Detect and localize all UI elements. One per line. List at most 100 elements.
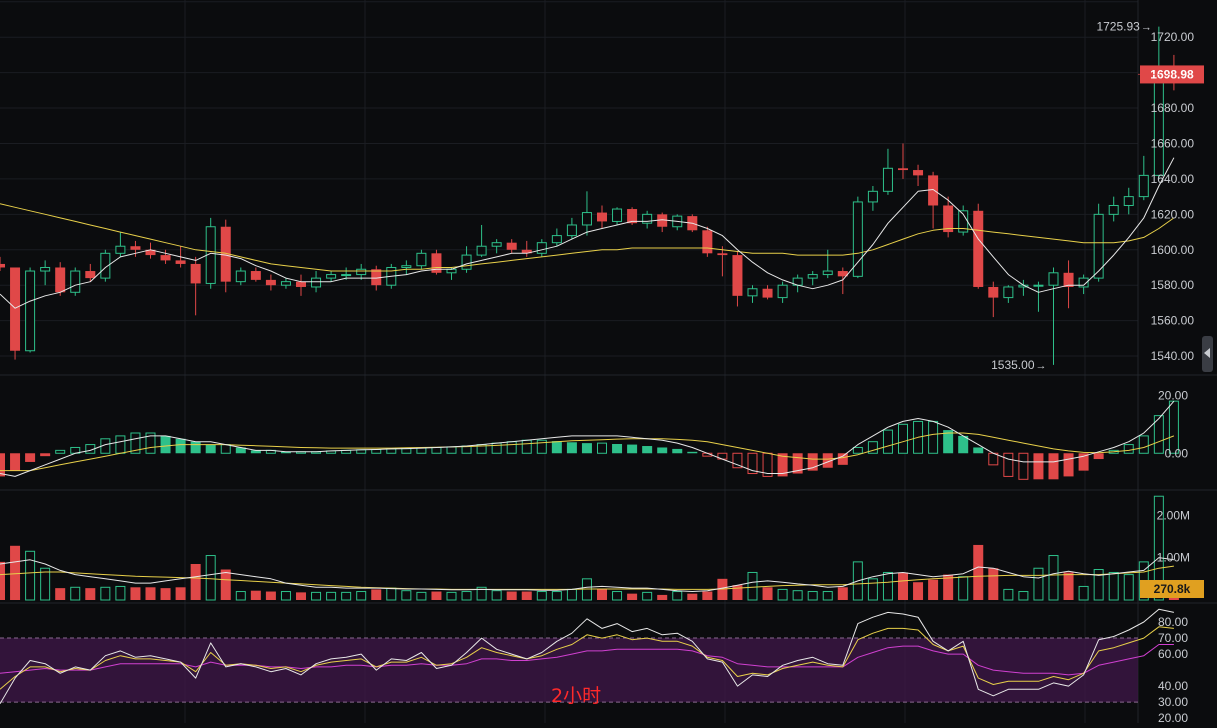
macd-bar bbox=[852, 446, 863, 454]
candle-body-down bbox=[627, 209, 638, 224]
price-tick-label: 1620.00 bbox=[1151, 207, 1195, 221]
macd-bar bbox=[506, 441, 517, 454]
volume-bar bbox=[371, 589, 382, 600]
volume-bar bbox=[0, 561, 5, 600]
volume-bar bbox=[25, 550, 36, 601]
volume-ma-yellow-line bbox=[0, 565, 1174, 590]
macd-bar bbox=[280, 451, 291, 454]
candle-body-down bbox=[506, 242, 517, 250]
candle-body-up bbox=[476, 245, 487, 256]
volume-bar bbox=[40, 567, 51, 601]
macd-bar bbox=[145, 432, 156, 454]
volume-bar bbox=[687, 593, 698, 600]
candle-body-up bbox=[1093, 213, 1104, 279]
candle-body-down bbox=[717, 253, 728, 256]
candle-body-down bbox=[1063, 272, 1074, 287]
macd-bar bbox=[867, 441, 878, 454]
macd-dea-line bbox=[0, 432, 1175, 472]
volume-tick-label: 2.00M bbox=[1157, 508, 1190, 522]
macd-bar bbox=[190, 441, 201, 454]
volume-bar bbox=[341, 591, 352, 601]
volume-bar bbox=[356, 591, 367, 601]
candle-body-down bbox=[973, 210, 984, 287]
candle-body-up bbox=[25, 270, 36, 352]
volume-bar bbox=[1003, 588, 1014, 601]
low-price-annotation: 1535.00 bbox=[991, 358, 1035, 372]
candle-body-down bbox=[913, 170, 924, 176]
macd-bar bbox=[657, 447, 668, 454]
rsi-tick-label: 70.00 bbox=[1158, 631, 1188, 645]
volume-bar bbox=[1123, 574, 1134, 601]
macd-bar bbox=[235, 447, 246, 454]
volume-bar bbox=[296, 592, 306, 600]
macd-bar bbox=[115, 435, 126, 454]
volume-bar bbox=[777, 588, 788, 601]
macd-bar bbox=[898, 423, 908, 454]
price-tick-label: 1640.00 bbox=[1151, 172, 1195, 186]
volume-ma-white-line bbox=[0, 557, 1174, 592]
last-volume-tag bbox=[1140, 580, 1204, 598]
macd-bar bbox=[822, 453, 833, 468]
macd-bar bbox=[792, 453, 803, 474]
volume-bar bbox=[265, 591, 276, 600]
candle-body-up bbox=[1003, 286, 1014, 299]
macd-bar bbox=[627, 444, 638, 454]
volume-bar bbox=[1048, 555, 1059, 601]
volume-bar bbox=[235, 591, 246, 601]
macd-dif-line bbox=[0, 400, 1175, 477]
volume-bar bbox=[792, 590, 803, 601]
macd-histogram bbox=[0, 400, 1179, 480]
candle-body-up bbox=[280, 281, 291, 286]
volume-bar bbox=[130, 587, 141, 600]
volume-bar bbox=[732, 585, 743, 600]
volume-bar bbox=[386, 587, 397, 601]
volume-bar bbox=[747, 571, 758, 601]
volume-bar bbox=[160, 588, 171, 600]
timeframe-label: 2小时 bbox=[551, 685, 602, 707]
candle-body-down bbox=[0, 263, 5, 268]
rsi-magenta-line bbox=[0, 644, 1174, 676]
candle-body-down bbox=[160, 255, 171, 261]
volume-bar bbox=[807, 591, 818, 601]
macd-bar bbox=[175, 438, 186, 454]
rsi-yellow-line bbox=[0, 626, 1174, 690]
macd-bar bbox=[160, 435, 171, 454]
candle-body-up bbox=[40, 266, 51, 272]
candle-body-up bbox=[235, 270, 246, 283]
macd-bar bbox=[431, 446, 442, 454]
chart-scroll-handle[interactable] bbox=[1202, 336, 1213, 372]
candle-body-up bbox=[401, 265, 412, 268]
candle-body-up bbox=[777, 284, 788, 299]
candle-body-down bbox=[55, 267, 66, 293]
price-tick-label: 1540.00 bbox=[1151, 349, 1195, 363]
candle-body-down bbox=[597, 212, 607, 222]
candle-body-down bbox=[175, 260, 186, 264]
macd-bar bbox=[446, 446, 457, 454]
candle-body-up bbox=[867, 190, 878, 203]
volume-bar bbox=[882, 571, 893, 601]
price-tick-label: 1660.00 bbox=[1151, 136, 1195, 150]
candle-body-up bbox=[852, 201, 863, 277]
macd-bar bbox=[566, 442, 577, 454]
macd-bar bbox=[597, 442, 607, 454]
candle-body-down bbox=[10, 267, 21, 351]
candle-body-up bbox=[356, 268, 367, 276]
volume-bar bbox=[401, 590, 412, 601]
candle-body-down bbox=[732, 255, 743, 296]
macd-bar bbox=[1003, 452, 1014, 477]
candle-body-down bbox=[220, 226, 231, 282]
macd-bar bbox=[612, 444, 623, 454]
candle-body-down bbox=[250, 271, 261, 280]
volume-bar bbox=[476, 586, 487, 601]
macd-bar bbox=[1123, 444, 1134, 454]
price-ma-white-line bbox=[0, 157, 1175, 309]
volume-bar bbox=[627, 593, 638, 600]
last-price-tag bbox=[1140, 65, 1204, 84]
volume-bar bbox=[461, 591, 472, 601]
candle-body-down bbox=[431, 253, 442, 273]
volume-bar bbox=[506, 591, 517, 600]
macd-bar bbox=[1078, 453, 1089, 471]
candle-body-up bbox=[311, 277, 322, 288]
